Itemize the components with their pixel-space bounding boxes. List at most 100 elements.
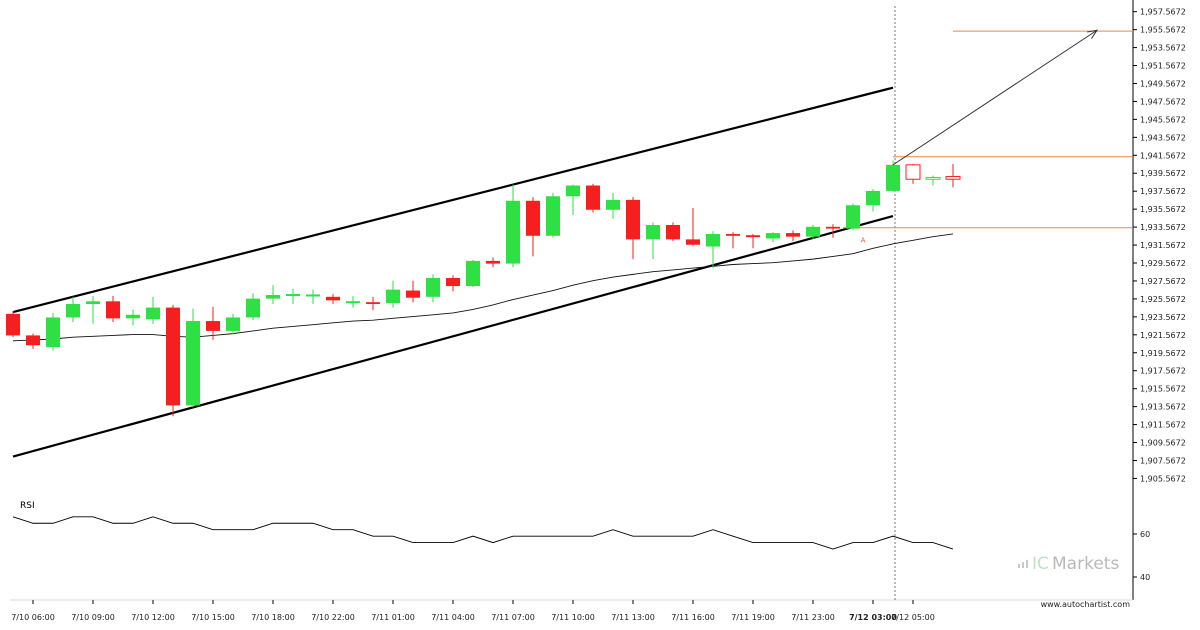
candle-body <box>466 260 480 287</box>
x-tick-label: 7/11 19:00 <box>731 613 775 622</box>
candle <box>226 313 240 335</box>
candle <box>706 231 720 269</box>
y-tick-label: 1,943.5672 <box>1140 133 1186 142</box>
projection-line <box>892 29 1098 166</box>
candle <box>566 184 580 216</box>
candle <box>206 306 220 340</box>
moving-average <box>12 233 954 342</box>
ma-line <box>12 233 954 342</box>
candle <box>666 222 680 242</box>
x-tick-label: 7/12 03:00 <box>849 613 897 622</box>
candle <box>526 197 540 257</box>
x-tick-label: 7/12 05:00 <box>891 613 935 622</box>
x-tick-label: 7/10 06:00 <box>11 613 55 622</box>
candle-body <box>326 296 340 301</box>
candle <box>786 230 800 242</box>
candle-body <box>806 226 820 237</box>
x-tick-label: 7/10 15:00 <box>191 613 235 622</box>
branding: IC Markets www.autochartist.com <box>1018 554 1130 609</box>
autochartist-website: www.autochartist.com <box>1041 600 1131 609</box>
candle <box>726 232 740 249</box>
candle-body <box>746 235 760 238</box>
y-tick-label: 1,925.5672 <box>1140 295 1186 304</box>
candle <box>386 280 400 308</box>
x-tick-label: 7/11 07:00 <box>491 613 535 622</box>
candle-body <box>566 185 580 197</box>
chart-frame <box>10 0 1134 601</box>
candle <box>66 296 80 322</box>
x-tick-label: 7/11 10:00 <box>551 613 595 622</box>
candle <box>866 189 880 212</box>
candle-body <box>646 225 660 240</box>
candle-body <box>606 199 620 210</box>
candle <box>626 197 640 260</box>
logo-ic-text: IC <box>1032 554 1049 574</box>
candle <box>925 175 941 186</box>
rsi-tick-label: 60 <box>1140 530 1150 539</box>
x-tick-label: 7/10 18:00 <box>251 613 295 622</box>
y-tick-label: 1,917.5672 <box>1140 367 1186 376</box>
y-tick-label: 1,935.5672 <box>1140 205 1186 214</box>
projection <box>892 29 1099 166</box>
icmarkets-logo: IC Markets <box>1018 554 1119 574</box>
candle-body <box>366 302 380 304</box>
candle-body <box>506 200 520 264</box>
candle <box>686 207 700 246</box>
candle-body <box>106 301 120 319</box>
x-tick-label: 7/10 22:00 <box>311 613 355 622</box>
candle-body <box>246 298 260 318</box>
candle-body <box>905 164 921 180</box>
rsi-panel: RSI 60 40 <box>12 501 1150 582</box>
y-tick-label: 1,907.5672 <box>1140 456 1186 465</box>
y-tick-label: 1,945.5672 <box>1140 115 1186 124</box>
candle <box>806 225 820 240</box>
candle <box>546 192 560 238</box>
price-levels <box>843 6 1133 600</box>
candle <box>886 160 900 192</box>
candle-body <box>886 164 900 191</box>
candle <box>646 222 660 260</box>
pattern-marker: A <box>861 236 866 244</box>
pattern-marker-label: A <box>861 236 866 244</box>
candle <box>466 260 480 287</box>
candle-body <box>866 190 880 206</box>
logo-bars-icon <box>1018 560 1028 568</box>
candle <box>306 289 320 304</box>
logo-markets-text: Markets <box>1052 554 1119 574</box>
rsi-tick-label: 40 <box>1140 573 1150 582</box>
candles <box>6 160 961 417</box>
y-tick-label: 1,947.5672 <box>1140 97 1186 106</box>
candle-body <box>826 226 840 229</box>
candle-body <box>6 313 20 336</box>
candle <box>406 280 420 303</box>
candle-body <box>146 307 160 320</box>
x-tick-label: 7/11 13:00 <box>611 613 655 622</box>
y-tick-label: 1,913.5672 <box>1140 403 1186 412</box>
candle-body <box>346 301 360 304</box>
candle-body <box>446 277 460 287</box>
x-tick-label: 7/11 01:00 <box>371 613 415 622</box>
x-tick-label: 7/10 12:00 <box>131 613 175 622</box>
candle <box>905 163 921 184</box>
candle <box>26 333 40 349</box>
y-tick-label: 1,931.5672 <box>1140 241 1186 250</box>
x-tick-label: 7/10 09:00 <box>71 613 115 622</box>
x-tick-label: 7/11 04:00 <box>431 613 475 622</box>
candle <box>766 232 780 243</box>
candle <box>446 275 460 292</box>
candle-body <box>386 289 400 304</box>
channel-lines <box>12 86 894 458</box>
candle-body <box>486 260 500 264</box>
y-tick-label: 1,905.5672 <box>1140 474 1186 483</box>
candle-body <box>126 314 140 319</box>
y-tick-label: 1,939.5672 <box>1140 169 1186 178</box>
candle <box>126 309 140 326</box>
candle-body <box>286 294 300 297</box>
candle <box>86 295 100 324</box>
y-tick-label: 1,933.5672 <box>1140 223 1186 232</box>
candle-body <box>546 196 560 236</box>
candle-body <box>526 200 540 236</box>
candle <box>326 294 340 304</box>
rsi-label: RSI <box>20 501 35 511</box>
